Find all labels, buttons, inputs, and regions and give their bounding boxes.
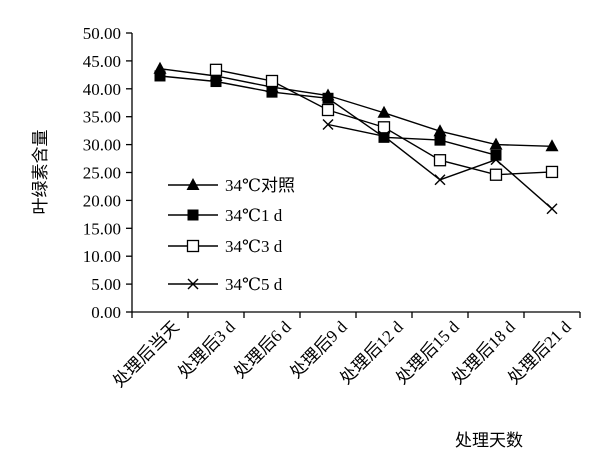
data-point-x-marker: [434, 174, 446, 186]
legend-triangle-marker: [186, 178, 200, 190]
data-point-square-marker: [154, 70, 166, 82]
legend-item: 34℃1 d: [168, 206, 283, 225]
data-point-triangle-marker: [489, 137, 503, 150]
data-point-square-marker: [490, 149, 502, 161]
y-tick-label: 0.00: [91, 303, 121, 322]
data-point-x-marker: [546, 203, 558, 215]
y-tick-label: 20.00: [83, 191, 121, 210]
series-3: [209, 63, 559, 181]
legend-open-square-marker: [186, 239, 200, 253]
data-point-x-marker: [490, 154, 502, 166]
data-point-open-square-marker: [265, 74, 279, 88]
legend-label: 34℃5 d: [225, 275, 283, 294]
x-tick-label: 处理后当天: [109, 317, 183, 391]
y-tick-label: 35.00: [83, 108, 121, 127]
data-point-square-marker: [266, 86, 278, 98]
series-layer: [153, 61, 559, 215]
y-axis-title: 叶绿素含量: [31, 130, 51, 215]
data-point-x-marker: [378, 130, 390, 142]
series-2: [154, 70, 502, 161]
y-tick-label: 45.00: [83, 52, 121, 71]
data-point-x-marker: [322, 119, 334, 131]
x-axis-title: 处理天数: [455, 431, 523, 451]
legend-item: 34℃对照: [168, 176, 295, 195]
legend: 34℃对照 34℃1 d 34℃3 d 34℃5 d: [168, 176, 295, 294]
data-point-open-square-marker: [209, 63, 223, 76]
x-tick-label: 处理后3 d: [174, 317, 239, 382]
series-1-line: [159, 68, 553, 147]
data-point-open-square-marker: [377, 121, 391, 134]
data-point-square-marker: [322, 92, 334, 104]
data-point-open-square-marker: [545, 165, 559, 179]
y-tick-label: 15.00: [83, 219, 121, 238]
data-point-square-marker: [378, 131, 390, 143]
data-point-square-marker: [210, 76, 222, 88]
legend-label: 34℃对照: [225, 176, 295, 195]
legend-label: 34℃1 d: [225, 206, 283, 225]
y-axis: 0.00 5.00 10.00 15.00 20.00 25.00 30.00 35.00 40…: [83, 24, 133, 322]
legend-label: 34℃3 d: [225, 237, 283, 256]
y-tick-label: 10.00: [83, 247, 121, 266]
data-point-open-square-marker: [433, 154, 447, 167]
data-point-triangle-marker: [545, 139, 559, 152]
legend-item: 34℃3 d: [168, 237, 283, 256]
legend-x-marker: [187, 278, 199, 290]
x-tick-label: 处理后6 d: [230, 317, 295, 382]
y-tick-label: 5.00: [91, 275, 121, 294]
series-4: [322, 119, 558, 215]
legend-square-marker: [187, 209, 199, 221]
data-point-open-square-marker: [321, 103, 335, 117]
y-tick-label: 40.00: [83, 80, 121, 99]
data-point-square-marker: [434, 134, 446, 146]
data-point-triangle-marker: [377, 105, 391, 118]
legend-item: 34℃5 d: [168, 275, 283, 294]
data-point-triangle-marker: [433, 124, 447, 137]
data-point-open-square-marker: [489, 168, 503, 181]
y-tick-label: 30.00: [83, 136, 121, 155]
y-tick-label: 50.00: [83, 24, 121, 43]
y-tick-label: 25.00: [83, 164, 121, 183]
